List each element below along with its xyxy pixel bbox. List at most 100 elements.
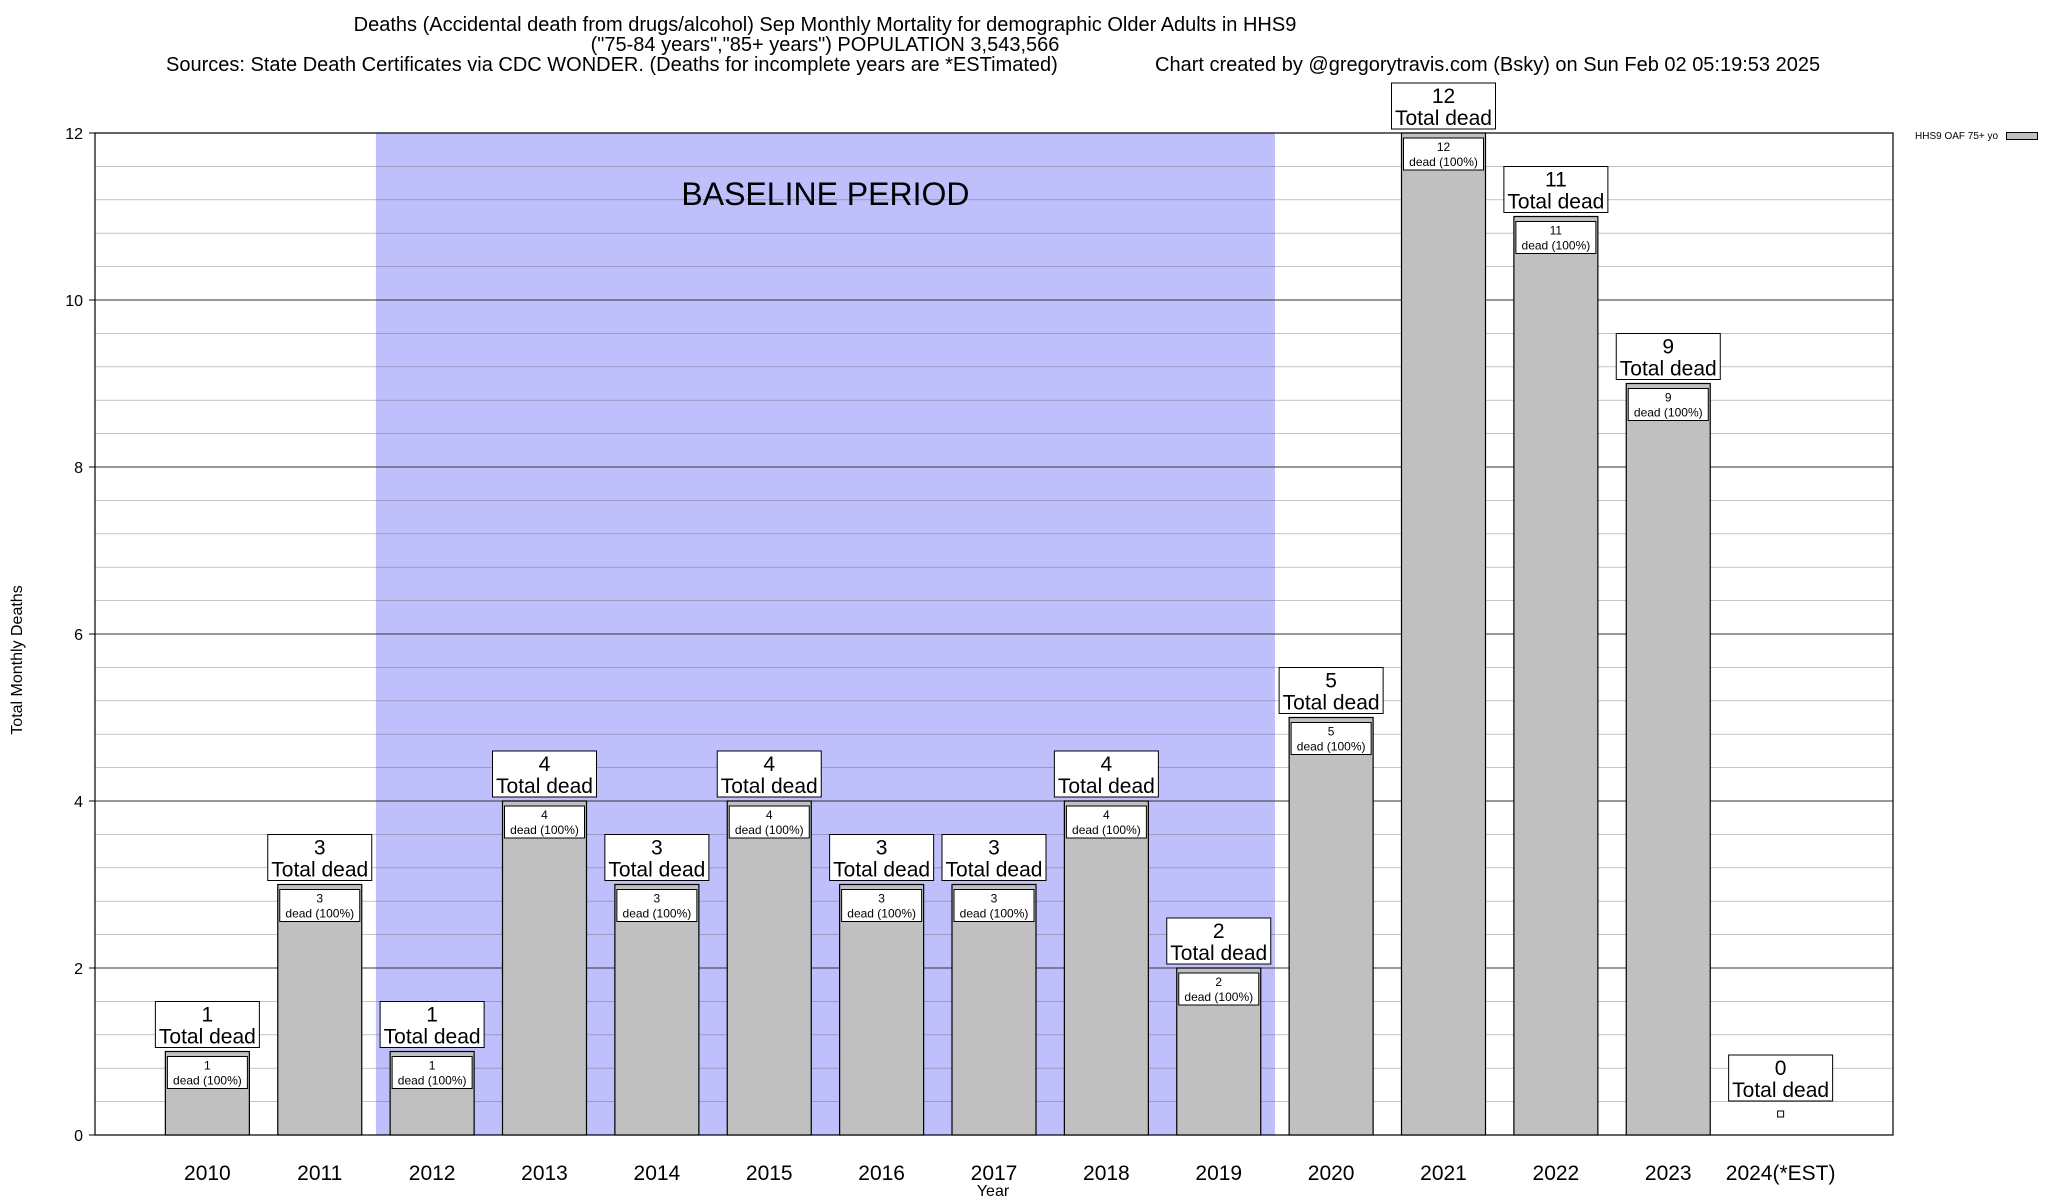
bar-inner-label-box (1290, 722, 1372, 755)
bar-inner-count: 3 (654, 892, 661, 906)
x-tick-label: 2020 (1308, 1162, 1355, 1185)
bar-inner-count: 4 (1103, 808, 1110, 822)
x-tick-label: 2023 (1645, 1162, 1692, 1185)
bar-inner-percent: dead (100%) (847, 907, 916, 921)
bar-total-value: 5 (1325, 670, 1337, 693)
bar-total-value: 2 (1213, 920, 1225, 943)
bar-inner-percent: dead (100%) (173, 1074, 242, 1088)
chart-subtitle: ("75-84 years","85+ years") POPULATION 3… (590, 34, 1060, 56)
bar-total-label: Total dead (946, 859, 1043, 882)
y-tick-label: 2 (74, 961, 83, 978)
bar-total-label: Total dead (384, 1026, 481, 1049)
bar (1063, 800, 1149, 1136)
bar (1400, 132, 1487, 1136)
bar-total-box (492, 750, 597, 798)
bar-inner-label-box (841, 889, 923, 922)
x-tick-label: 2016 (858, 1162, 905, 1185)
bar-inner-percent: dead (100%) (285, 907, 354, 921)
bar-inner-count: 5 (1328, 725, 1335, 739)
x-tick-label: 2015 (746, 1162, 793, 1185)
bar (951, 883, 1037, 1136)
y-tick-label: 12 (65, 126, 83, 143)
x-tick-label: 2017 (971, 1162, 1018, 1185)
bar-total-value: 12 (1432, 85, 1455, 108)
bar-total-box (1166, 917, 1272, 965)
bar-inner-label-box (728, 805, 810, 839)
bar-total-value: 3 (651, 837, 663, 860)
bar-inner-count: 3 (878, 892, 885, 906)
bar-inner-label-box (166, 1056, 248, 1089)
x-tick-label: 2011 (297, 1162, 342, 1185)
bar-inner-label-box (1403, 137, 1484, 171)
bar-total-box (1503, 166, 1609, 213)
legend: HHS9 OAF 75+ yo (1915, 131, 2039, 142)
y-tick-label: 8 (74, 460, 83, 477)
bar-inner-percent: dead (100%) (1634, 406, 1703, 420)
bar-total-value: 1 (202, 1004, 214, 1027)
bar-inner-label-box (279, 889, 361, 922)
bar-inner-percent: dead (100%) (510, 823, 579, 837)
x-tick-label: 2019 (1195, 1162, 1242, 1185)
bar-total-value: 1 (426, 1004, 438, 1027)
bar-total-value: 3 (988, 837, 1000, 860)
bar-inner-count: 3 (316, 892, 323, 906)
bar-total-box (1728, 1054, 1834, 1102)
bar (1625, 382, 1711, 1136)
y-tick-label: 0 (74, 1128, 83, 1145)
bar (726, 800, 812, 1136)
bar-total-value: 3 (314, 837, 326, 860)
bar-total-label: Total dead (721, 775, 818, 798)
bar-inner-percent: dead (100%) (1184, 990, 1253, 1004)
bar-inner-percent: dead (100%) (623, 907, 692, 921)
y-axis-label: Total Monthly Deaths (9, 585, 26, 735)
bar-total-value: 9 (1662, 336, 1674, 359)
x-tick-label: 2021 (1420, 1162, 1467, 1185)
bar-inner-label-box (1515, 221, 1597, 254)
bar-empty-marker (1777, 1110, 1785, 1118)
bar-total-box (1615, 333, 1721, 380)
bar-total-label: Total dead (1283, 692, 1380, 715)
bar-total-box (604, 834, 710, 881)
bar-inner-count: 4 (541, 808, 548, 822)
bar-inner-percent: dead (100%) (1297, 740, 1366, 754)
bar-total-value: 4 (539, 753, 551, 776)
legend-label: HHS9 OAF 75+ yo (1915, 131, 1999, 142)
bar-inner-label-box (1178, 972, 1260, 1006)
bar-total-value: 11 (1545, 169, 1567, 192)
bar-total-label: Total dead (271, 859, 368, 882)
bar-inner-label-box (504, 805, 585, 839)
bar-total-box (716, 750, 822, 798)
x-axis-label: Year (976, 1183, 1010, 1200)
x-tick-label: 2014 (634, 1162, 681, 1185)
bar-total-value: 4 (763, 753, 775, 776)
sources-note: Sources: State Death Certificates via CD… (166, 54, 1058, 76)
x-tick-label: 2012 (409, 1162, 456, 1185)
y-tick-label: 6 (74, 627, 83, 644)
bar-total-value: 4 (1101, 753, 1113, 776)
bar-inner-count: 1 (429, 1059, 436, 1073)
bar-inner-count: 3 (991, 892, 998, 906)
y-tick-label: 4 (74, 794, 83, 811)
bar (839, 883, 925, 1136)
bar-inner-count: 9 (1665, 391, 1672, 405)
bar-total-box (379, 1001, 485, 1048)
bar-total-value: 0 (1775, 1057, 1787, 1080)
chart-title: Deaths (Accidental death from drugs/alco… (353, 14, 1297, 36)
x-tick-label: 2022 (1533, 1162, 1580, 1185)
bar-total-box (1053, 750, 1159, 798)
bar-inner-label-box (1065, 805, 1147, 839)
bar-total-box (829, 834, 935, 881)
bar-inner-percent: dead (100%) (735, 823, 804, 837)
bar-inner-label-box (1627, 388, 1709, 421)
chart-credit: Chart created by @gregorytravis.com (Bsk… (1155, 54, 1821, 76)
x-tick-label: 2018 (1083, 1162, 1130, 1185)
x-tick-label: 2010 (184, 1162, 231, 1185)
x-tick-label: 2024(*EST) (1726, 1162, 1836, 1185)
legend-swatch (2006, 132, 2039, 141)
bar-inner-label-box (953, 889, 1035, 922)
baseline-period-label: BASELINE PERIOD (681, 176, 969, 212)
bar (501, 800, 588, 1136)
x-tick-label: 2013 (521, 1162, 568, 1185)
bar-inner-percent: dead (100%) (1409, 155, 1478, 169)
